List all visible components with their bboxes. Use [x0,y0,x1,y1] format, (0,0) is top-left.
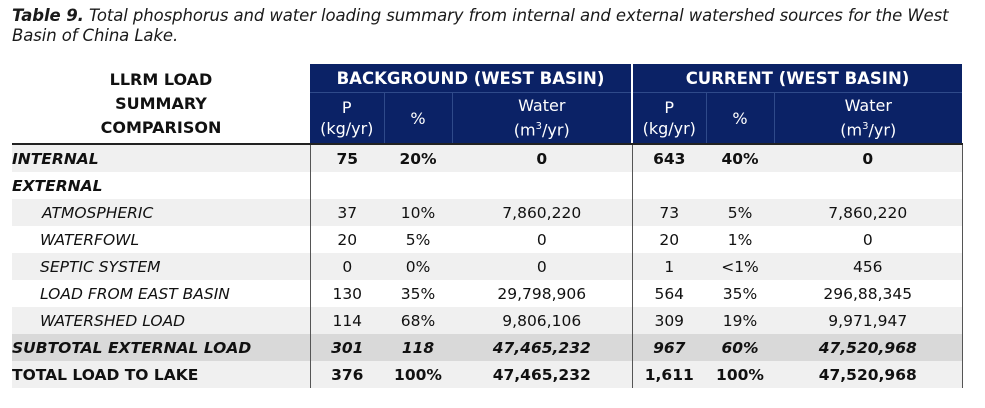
row-label: LOAD FROM EAST BASIN [12,280,311,307]
row-label: INTERNAL [12,144,311,172]
row-label: SEPTIC SYSTEM [12,253,311,280]
cur-water [774,172,963,199]
bg-water: 0 [452,253,633,280]
bg-water: 0 [452,144,633,172]
bg-water: 47,465,232 [452,361,633,388]
bg-p: 0 [310,253,384,280]
bg-p: 75 [310,144,384,172]
cur-pct: 1% [727,230,753,249]
subheader-bg-pct: % [384,92,453,145]
bg-p: 301 [310,334,384,361]
bg-p [310,172,384,199]
cur-pct: 19% [706,307,774,334]
bg-pct: 118 [384,334,452,361]
cur-p [632,172,706,199]
table-row-internal: INTERNAL 75 20% 0 643 40% 0 [12,144,963,172]
row-label: WATERSHED LOAD [12,307,311,334]
table-row-waterfowl: WATERFOWL 20 5% 0 20 1% 0 [12,226,963,253]
subheader-bg-water: Water (m3/yr) [452,92,633,145]
corner-line-3: COMPARISON [100,117,222,137]
cur-water: 456 [774,253,963,280]
cur-p: 564 [654,284,685,303]
cur-water: 296,88,345 [774,280,963,307]
cur-water: 0 [774,226,963,253]
cur-p: 20 [659,230,680,249]
row-label: TOTAL LOAD TO LAKE [12,361,311,388]
cur-p: 73 [632,199,706,226]
bg-pct: 100% [384,361,452,388]
corner-header: LLRM LOAD SUMMARY COMPARISON [12,64,310,145]
subheader-cur-water: Water (m3/yr) [774,92,962,145]
bg-pct: 10% [384,199,452,226]
row-label: SUBTOTAL EXTERNAL LOAD [12,334,311,361]
table-caption: Table 9. Total phosphorus and water load… [12,6,977,46]
bg-p: 37 [310,199,384,226]
bg-p: 114 [310,307,384,334]
bg-water: 7,860,220 [452,199,633,226]
cur-p: 643 [632,144,706,172]
cur-water: 47,520,968 [774,361,963,388]
loading-summary-table: LLRM LOAD SUMMARY COMPARISON BACKGROUND … [12,64,963,388]
bg-p: 20 [337,230,358,249]
bg-pct: 5% [405,230,431,249]
cur-pct: 5% [706,199,774,226]
table-row-watershed: WATERSHED LOAD 114 68% 9,806,106 309 19%… [12,307,963,334]
bg-pct: 0% [384,253,452,280]
bg-water: 29,798,906 [452,280,633,307]
corner-line-1: LLRM LOAD [109,69,213,89]
table-row-total: TOTAL LOAD TO LAKE 376 100% 47,465,232 1… [12,361,963,388]
cur-water: 9,971,947 [774,307,963,334]
table-row-east-basin: LOAD FROM EAST BASIN 130 35% 29,798,906 … [12,280,963,307]
cur-p: 967 [632,334,706,361]
cur-pct: 35% [722,284,758,303]
row-label: WATERFOWL [12,226,311,253]
group-header-background: BACKGROUND (WEST BASIN) [310,64,633,93]
bg-pct: 20% [384,144,452,172]
cur-pct [706,172,774,199]
cur-water: 7,860,220 [774,199,963,226]
cur-water: 47,520,968 [774,334,963,361]
bg-pct: 68% [384,307,452,334]
cur-pct: 60% [706,334,774,361]
subheader-cur-p: P (kg/yr) [632,92,707,145]
bg-pct [384,172,452,199]
cur-pct: 100% [706,361,774,388]
bg-water [452,172,633,199]
caption-text: Total phosphorus and water loading summa… [12,6,949,45]
cur-water: 0 [774,144,963,172]
cur-pct: <1% [706,253,774,280]
group-header-current: CURRENT (WEST BASIN) [632,64,962,93]
table-row-septic: SEPTIC SYSTEM 0 0% 0 1 <1% 456 [12,253,963,280]
table-row-external: EXTERNAL [12,172,963,199]
cur-pct: 40% [706,144,774,172]
bg-pct: 35% [400,284,436,303]
bg-water: 47,465,232 [452,334,633,361]
cur-p: 1 [632,253,706,280]
bg-p: 376 [310,361,384,388]
corner-line-2: SUMMARY [115,93,207,113]
row-label: ATMOSPHERIC [12,199,311,226]
bg-water: 0 [452,226,633,253]
caption-label: Table 9. [12,6,84,25]
table-row-subtotal: SUBTOTAL EXTERNAL LOAD 301 118 47,465,23… [12,334,963,361]
bg-water: 9,806,106 [452,307,633,334]
subheader-cur-pct: % [706,92,775,145]
cur-p: 1,611 [632,361,706,388]
subheader-bg-p: P (kg/yr) [310,92,385,145]
cur-p: 309 [632,307,706,334]
table-row-atmospheric: ATMOSPHERIC 37 10% 7,860,220 73 5% 7,860… [12,199,963,226]
bg-p: 130 [332,284,363,303]
row-label: EXTERNAL [12,172,311,199]
